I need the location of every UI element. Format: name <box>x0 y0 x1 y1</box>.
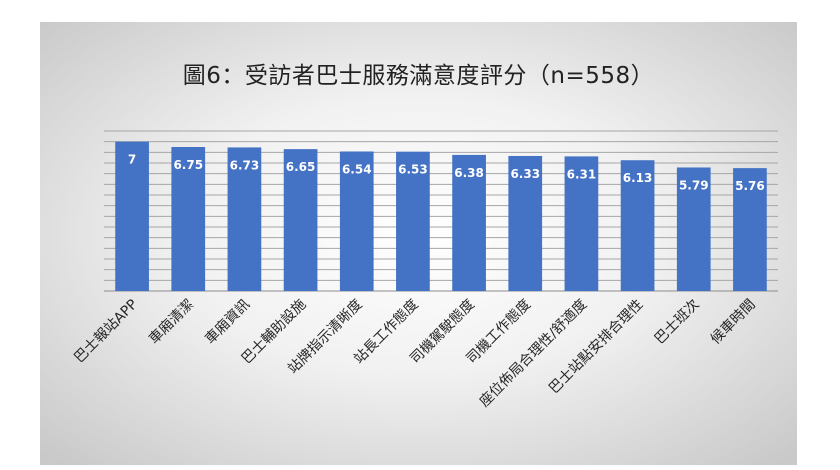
bar <box>676 167 711 291</box>
data-label: 6.54 <box>342 162 372 176</box>
category-tick-label: 候車時間 <box>707 296 759 348</box>
bar-chart: 7 6.75 6.73 6.65 6.54 6.53 6.38 6.33 6.31 6.13 5.7… <box>71 130 778 410</box>
bar <box>564 156 599 291</box>
category-tick-label: 座位佈局合理性/舒適度 <box>476 296 590 410</box>
bar <box>396 151 430 291</box>
chart-title: 圖6：受訪者巴士服務滿意度評分（n=558） <box>182 63 655 89</box>
data-label: 6.13 <box>623 171 653 185</box>
bar <box>620 160 655 291</box>
data-label: 6.33 <box>510 167 540 181</box>
bar <box>452 154 486 291</box>
bar <box>115 141 149 291</box>
bars <box>115 141 767 291</box>
data-label: 6.73 <box>230 158 260 172</box>
bar <box>733 168 767 291</box>
category-tick-label: 車廂清潔 <box>145 296 197 348</box>
bar <box>227 147 262 291</box>
data-label: 6.75 <box>173 158 203 172</box>
category-tick-label: 巴士站點安排合理性 <box>546 297 646 397</box>
data-label: 6.53 <box>398 163 428 177</box>
data-label: 5.76 <box>735 179 765 193</box>
gridlines <box>104 130 778 292</box>
category-tick-label: 巴士報站APP <box>71 297 141 367</box>
data-label: 7 <box>128 153 136 167</box>
data-label: 6.31 <box>567 167 597 181</box>
bar <box>508 155 543 291</box>
data-label: 6.65 <box>286 160 316 174</box>
bar <box>283 149 318 291</box>
category-tick-label: 車廂資訊 <box>202 296 254 348</box>
data-label: 5.79 <box>679 178 709 192</box>
data-label: 6.38 <box>454 166 484 180</box>
bar <box>339 151 374 291</box>
category-tick-label: 巴士班次 <box>652 297 703 348</box>
data-labels: 7 6.75 6.73 6.65 6.54 6.53 6.38 6.33 6.31 6.13 5.7… <box>128 153 765 193</box>
chart-panel: 圖6：受訪者巴士服務滿意度評分（n=558） 7 6.75 6.73 6.65 6.54… <box>40 22 797 465</box>
bar <box>171 147 206 291</box>
category-tick-labels: 巴士報站APP 車廂清潔 車廂資訊巴士輔助設施站牌指示清晰度站長工作態度司機駕駛態度… <box>71 296 758 410</box>
